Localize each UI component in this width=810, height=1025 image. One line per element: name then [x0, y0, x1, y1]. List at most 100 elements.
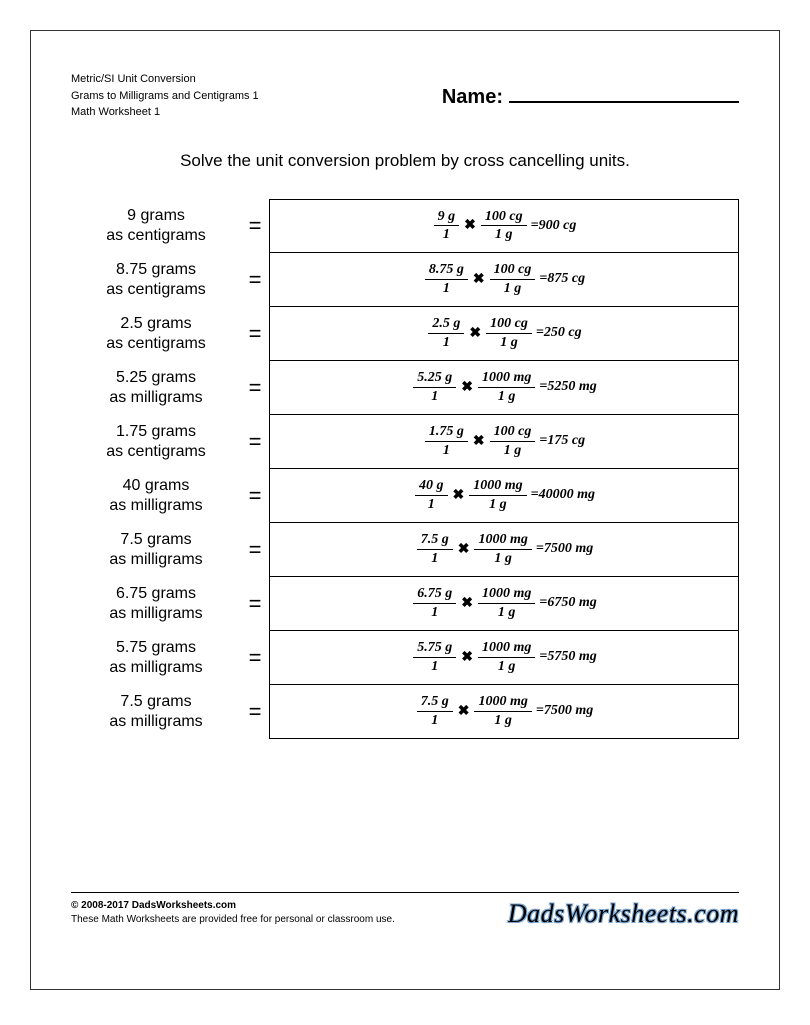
frac2-den: 1 g: [485, 496, 511, 512]
answer-box: 8.75 g1✖100 cg1 g=875 cg: [269, 253, 739, 307]
fraction-2: 1000 mg1 g: [478, 370, 535, 404]
fraction-2: 1000 mg1 g: [474, 532, 531, 566]
header-line3: Math Worksheet 1: [71, 104, 259, 121]
prompt-line2: as centigrams: [106, 280, 206, 300]
frac1-den: 1: [439, 280, 454, 296]
frac2-num: 1000 mg: [478, 586, 535, 603]
footer-text: © 2008-2017 DadsWorksheets.com These Mat…: [71, 899, 395, 927]
times-icon: ✖: [458, 703, 470, 720]
problem-prompt: 8.75 gramsas centigrams: [71, 253, 241, 307]
frac2-den: 1 g: [490, 712, 516, 728]
frac1-num: 5.75 g: [413, 640, 456, 657]
times-icon: ✖: [453, 487, 465, 504]
equals-sign: =: [241, 631, 269, 685]
problem-prompt: 1.75 gramsas centigrams: [71, 415, 241, 469]
frac2-den: 1 g: [500, 280, 526, 296]
frac1-den: 1: [439, 442, 454, 458]
frac1-den: 1: [427, 550, 442, 566]
problem-prompt: 9 gramsas centigrams: [71, 199, 241, 253]
fraction-2: 1000 mg1 g: [474, 694, 531, 728]
frac2-num: 1000 mg: [474, 532, 531, 549]
header-line1: Metric/SI Unit Conversion: [71, 71, 259, 88]
prompt-line2: as milligrams: [109, 658, 202, 678]
footer-note: These Math Worksheets are provided free …: [71, 913, 395, 927]
fraction-1: 6.75 g1: [413, 586, 456, 620]
frac2-num: 1000 mg: [478, 370, 535, 387]
frac1-den: 1: [427, 388, 442, 404]
answer-box: 7.5 g1 ✖1000 mg1 g =7500 mg: [269, 523, 739, 577]
problem-prompt: 2.5 gramsas centigrams: [71, 307, 241, 361]
footer-copyright: © 2008-2017 DadsWorksheets.com: [71, 899, 395, 913]
problem-prompt: 5.75 gramsas milligrams: [71, 631, 241, 685]
result-text: =6750 mg: [539, 595, 596, 611]
result-text: =7500 mg: [536, 541, 593, 557]
answer-box: 1.75 g1✖100 cg1 g=175 cg: [269, 415, 739, 469]
frac1-num: 1.75 g: [425, 424, 468, 441]
equals-sign: =: [241, 577, 269, 631]
times-icon: ✖: [461, 379, 473, 396]
problem-row: 7.5 gramsas milligrams=7.5 g1✖1000 mg1 g…: [71, 685, 739, 739]
frac2-num: 1000 mg: [478, 640, 535, 657]
frac1-den: 1: [439, 334, 454, 350]
frac2-num: 100 cg: [481, 209, 527, 226]
times-icon: ✖: [461, 595, 473, 612]
equals-sign: =: [241, 523, 269, 577]
answer-box: 5.75 g1✖1000 mg1 g=5750 mg: [269, 631, 739, 685]
prompt-line2: as centigrams: [106, 334, 206, 354]
fraction-2: 1000 mg1 g: [478, 640, 535, 674]
problem-prompt: 5.25 gramsas milligrams: [71, 361, 241, 415]
fraction-2: 100 cg1 g: [486, 316, 532, 350]
frac1-den: 1: [427, 658, 442, 674]
equals-sign: =: [241, 199, 269, 253]
frac1-den: 1: [427, 604, 442, 620]
fraction-2: 100 cg1 g: [490, 424, 536, 458]
frac1-den: 1: [439, 226, 454, 242]
header-line2: Grams to Milligrams and Centigrams 1: [71, 88, 259, 105]
frac1-num: 8.75 g: [425, 262, 468, 279]
prompt-line2: as milligrams: [109, 604, 202, 624]
problem-row: 5.75 gramsas milligrams=5.75 g1✖1000 mg1…: [71, 631, 739, 685]
frac2-num: 100 cg: [486, 316, 532, 333]
prompt-line2: as milligrams: [109, 712, 202, 732]
fraction-1: 7.5 g1: [417, 532, 453, 566]
prompt-line1: 7.5 grams: [120, 692, 191, 712]
instruction-text: Solve the unit conversion problem by cro…: [71, 151, 739, 171]
frac2-num: 1000 mg: [469, 478, 526, 495]
equals-sign: =: [241, 469, 269, 523]
name-blank-line[interactable]: [509, 81, 739, 103]
frac2-num: 100 cg: [490, 262, 536, 279]
problem-row: 8.75 gramsas centigrams=8.75 g1✖100 cg1 …: [71, 253, 739, 307]
prompt-line1: 7.5 grams: [120, 530, 191, 550]
frac2-den: 1 g: [494, 658, 520, 674]
header-meta: Metric/SI Unit Conversion Grams to Milli…: [71, 71, 259, 121]
fraction-1: 7.5 g1: [417, 694, 453, 728]
frac2-den: 1 g: [490, 550, 516, 566]
equals-sign: =: [241, 415, 269, 469]
prompt-line1: 40 grams: [123, 476, 190, 496]
result-text: =5750 mg: [539, 649, 596, 665]
frac1-num: 5.25 g: [413, 370, 456, 387]
result-text: =5250 mg: [539, 379, 596, 395]
problem-row: 6.75 gramsas milligrams=6.75 g1✖1000 mg1…: [71, 577, 739, 631]
times-icon: ✖: [458, 541, 470, 558]
fraction-2: 100 cg1 g: [490, 262, 536, 296]
fraction-1: 40 g1: [415, 478, 448, 512]
frac2-den: 1 g: [491, 226, 517, 242]
fraction-1: 2.5 g1: [428, 316, 464, 350]
prompt-line1: 8.75 grams: [116, 260, 196, 280]
answer-box: 7.5 g1✖1000 mg1 g=7500 mg: [269, 685, 739, 739]
fraction-2: 1000 mg1 g: [478, 586, 535, 620]
frac1-num: 2.5 g: [428, 316, 464, 333]
frac1-num: 40 g: [415, 478, 448, 495]
brand-logo: DadsWorksheets.com: [508, 899, 739, 929]
result-text: =900 cg: [531, 218, 577, 234]
fraction-2: 100 cg1 g: [481, 209, 527, 243]
equals-sign: =: [241, 685, 269, 739]
prompt-line1: 2.5 grams: [120, 314, 191, 334]
frac1-num: 9 g: [434, 209, 460, 226]
frac1-num: 6.75 g: [413, 586, 456, 603]
fraction-1: 9 g1: [434, 209, 460, 243]
worksheet-page: Metric/SI Unit Conversion Grams to Milli…: [30, 30, 780, 990]
fraction-1: 5.25 g1: [413, 370, 456, 404]
problem-prompt: 7.5 gramsas milligrams: [71, 685, 241, 739]
